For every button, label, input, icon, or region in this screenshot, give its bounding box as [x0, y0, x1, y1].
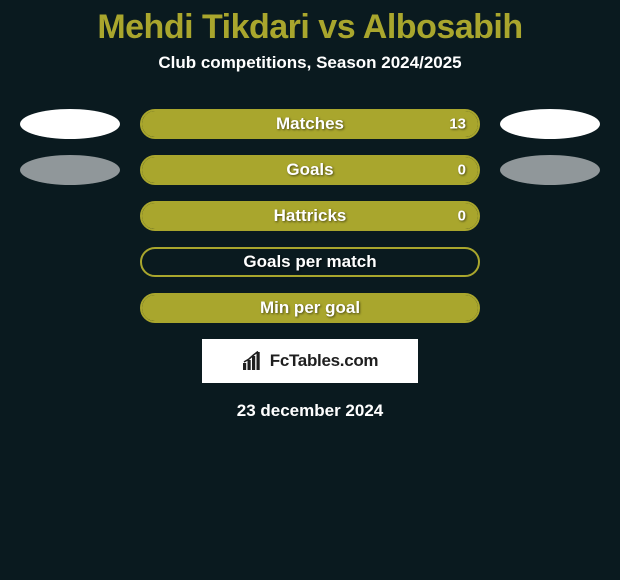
- stat-row-goals_per_match: Goals per match: [0, 247, 620, 277]
- stat-row-matches: Matches13: [0, 109, 620, 139]
- stat-value: 13: [449, 116, 466, 133]
- page-title: Mehdi Tikdari vs Albosabih: [0, 8, 620, 47]
- stat-value: 0: [458, 208, 466, 225]
- right-ellipse: [500, 155, 600, 185]
- stat-row-min_per_goal: Min per goal: [0, 293, 620, 323]
- stat-label: Goals per match: [142, 252, 478, 272]
- stat-bar: Goals per match: [140, 247, 480, 277]
- stat-bar: Hattricks0: [140, 201, 480, 231]
- stat-row-hattricks: Hattricks0: [0, 201, 620, 231]
- bar-chart-icon: [242, 351, 264, 371]
- left-ellipse: [20, 155, 120, 185]
- stat-bar: Goals0: [140, 155, 480, 185]
- right-ellipse: [500, 109, 600, 139]
- stat-label: Goals: [142, 160, 478, 180]
- subtitle: Club competitions, Season 2024/2025: [0, 53, 620, 73]
- stat-rows: Matches13Goals0Hattricks0Goals per match…: [0, 109, 620, 323]
- stat-label: Hattricks: [142, 206, 478, 226]
- brand-text: FcTables.com: [270, 351, 379, 371]
- brand-badge[interactable]: FcTables.com: [202, 339, 418, 383]
- stat-label: Matches: [142, 114, 478, 134]
- stat-value: 0: [458, 162, 466, 179]
- stat-bar: Min per goal: [140, 293, 480, 323]
- stat-label: Min per goal: [142, 298, 478, 318]
- comparison-infographic: Mehdi Tikdari vs Albosabih Club competit…: [0, 0, 620, 421]
- date-label: 23 december 2024: [0, 401, 620, 421]
- left-ellipse: [20, 109, 120, 139]
- stat-bar: Matches13: [140, 109, 480, 139]
- stat-row-goals: Goals0: [0, 155, 620, 185]
